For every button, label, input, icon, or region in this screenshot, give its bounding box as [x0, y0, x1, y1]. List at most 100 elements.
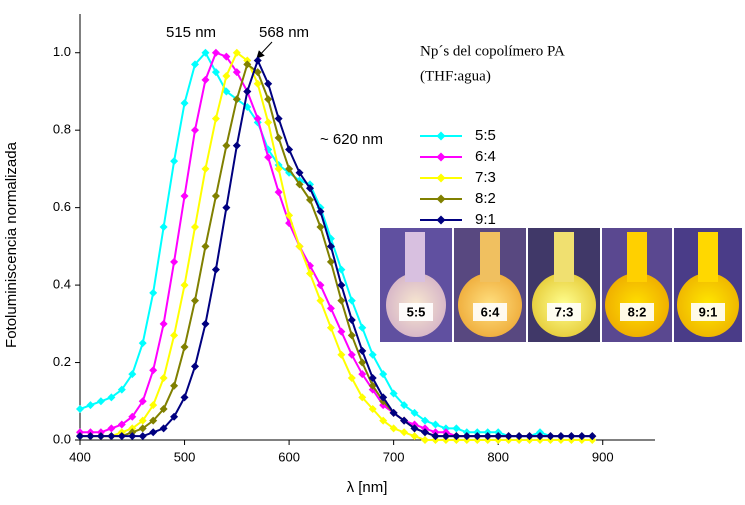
data-point: [107, 432, 116, 441]
data-point: [431, 420, 440, 429]
data-point: [159, 374, 168, 383]
x-axis-label: λ [nm]: [347, 479, 388, 496]
data-point: [452, 432, 461, 441]
photo-label-box: [473, 303, 507, 321]
legend-marker: [436, 131, 446, 141]
data-point: [473, 432, 482, 441]
data-point: [191, 60, 199, 69]
data-point: [96, 397, 105, 406]
data-point: [138, 424, 147, 433]
data-point: [389, 424, 398, 433]
data-point: [389, 389, 398, 398]
data-point: [232, 95, 241, 104]
data-point: [358, 393, 367, 402]
data-point: [149, 401, 158, 410]
data-point: [232, 68, 241, 77]
data-point: [170, 381, 179, 390]
y-tick-label: 0.4: [53, 277, 71, 292]
data-point: [201, 319, 210, 328]
data-point: [274, 133, 283, 142]
data-point: [222, 52, 231, 61]
data-point: [316, 281, 325, 290]
data-point: [149, 288, 158, 297]
data-point: [86, 432, 95, 441]
data-point: [337, 296, 346, 305]
data-point: [96, 432, 105, 441]
photo-label-box: [547, 303, 581, 321]
data-point: [494, 432, 503, 441]
legend-label: 7:3: [475, 169, 496, 186]
annotation-arrow: [256, 41, 273, 59]
data-point: [431, 432, 440, 441]
data-point: [211, 114, 220, 123]
x-tick-label: 900: [592, 449, 614, 464]
legend-marker: [436, 173, 446, 183]
data-point: [337, 281, 346, 290]
data-point: [128, 370, 137, 379]
data-point: [170, 412, 179, 421]
data-point: [379, 370, 388, 379]
data-point: [76, 432, 84, 441]
data-point: [170, 331, 179, 340]
photo-label: 6:4: [481, 304, 501, 319]
data-point: [577, 432, 586, 441]
data-point: [222, 203, 231, 212]
data-point: [326, 242, 335, 251]
data-point: [326, 257, 335, 266]
annotation: 568 nm: [259, 24, 309, 41]
data-point: [211, 68, 220, 77]
data-point: [180, 99, 189, 108]
data-point: [421, 416, 429, 425]
data-point: [525, 432, 534, 441]
data-point: [128, 432, 137, 441]
data-point: [191, 126, 199, 135]
data-point: [347, 374, 356, 383]
data-point: [347, 296, 356, 305]
data-point: [201, 164, 210, 173]
data-point: [128, 412, 137, 421]
photo-label-box: [399, 303, 433, 321]
data-point: [337, 327, 346, 336]
data-point: [149, 366, 158, 375]
data-point: [368, 374, 377, 383]
data-point: [191, 296, 199, 305]
data-point: [191, 223, 199, 231]
data-point: [379, 393, 388, 402]
data-point: [347, 331, 356, 340]
data-point: [504, 432, 513, 441]
data-point: [76, 405, 84, 414]
data-point: [483, 432, 492, 441]
x-tick-label: 400: [69, 449, 91, 464]
legend-marker: [436, 152, 446, 162]
data-point: [556, 432, 565, 441]
data-point: [264, 95, 273, 104]
data-point: [159, 405, 168, 414]
photo-label: 9:1: [699, 304, 718, 319]
data-point: [201, 242, 210, 251]
data-point: [515, 432, 524, 441]
legend-label: 6:4: [475, 148, 496, 165]
data-point: [107, 393, 116, 402]
data-point: [316, 296, 325, 305]
x-tick-label: 500: [174, 449, 196, 464]
data-point: [295, 168, 304, 177]
data-point: [222, 87, 231, 96]
data-point: [222, 71, 231, 80]
data-point: [180, 343, 189, 352]
data-point: [274, 114, 283, 123]
data-point: [117, 420, 126, 429]
data-point: [138, 397, 147, 406]
data-point: [201, 75, 210, 84]
data-point: [138, 339, 147, 348]
data-point: [117, 385, 126, 394]
data-point: [410, 408, 419, 417]
data-point: [306, 195, 314, 204]
data-point: [316, 207, 325, 216]
data-point: [379, 416, 388, 425]
data-point: [400, 401, 409, 410]
data-point: [264, 118, 273, 127]
data-point: [222, 141, 231, 150]
y-axis-label: Fotoluminiscencia normalizada: [3, 141, 20, 348]
data-point: [358, 358, 367, 367]
